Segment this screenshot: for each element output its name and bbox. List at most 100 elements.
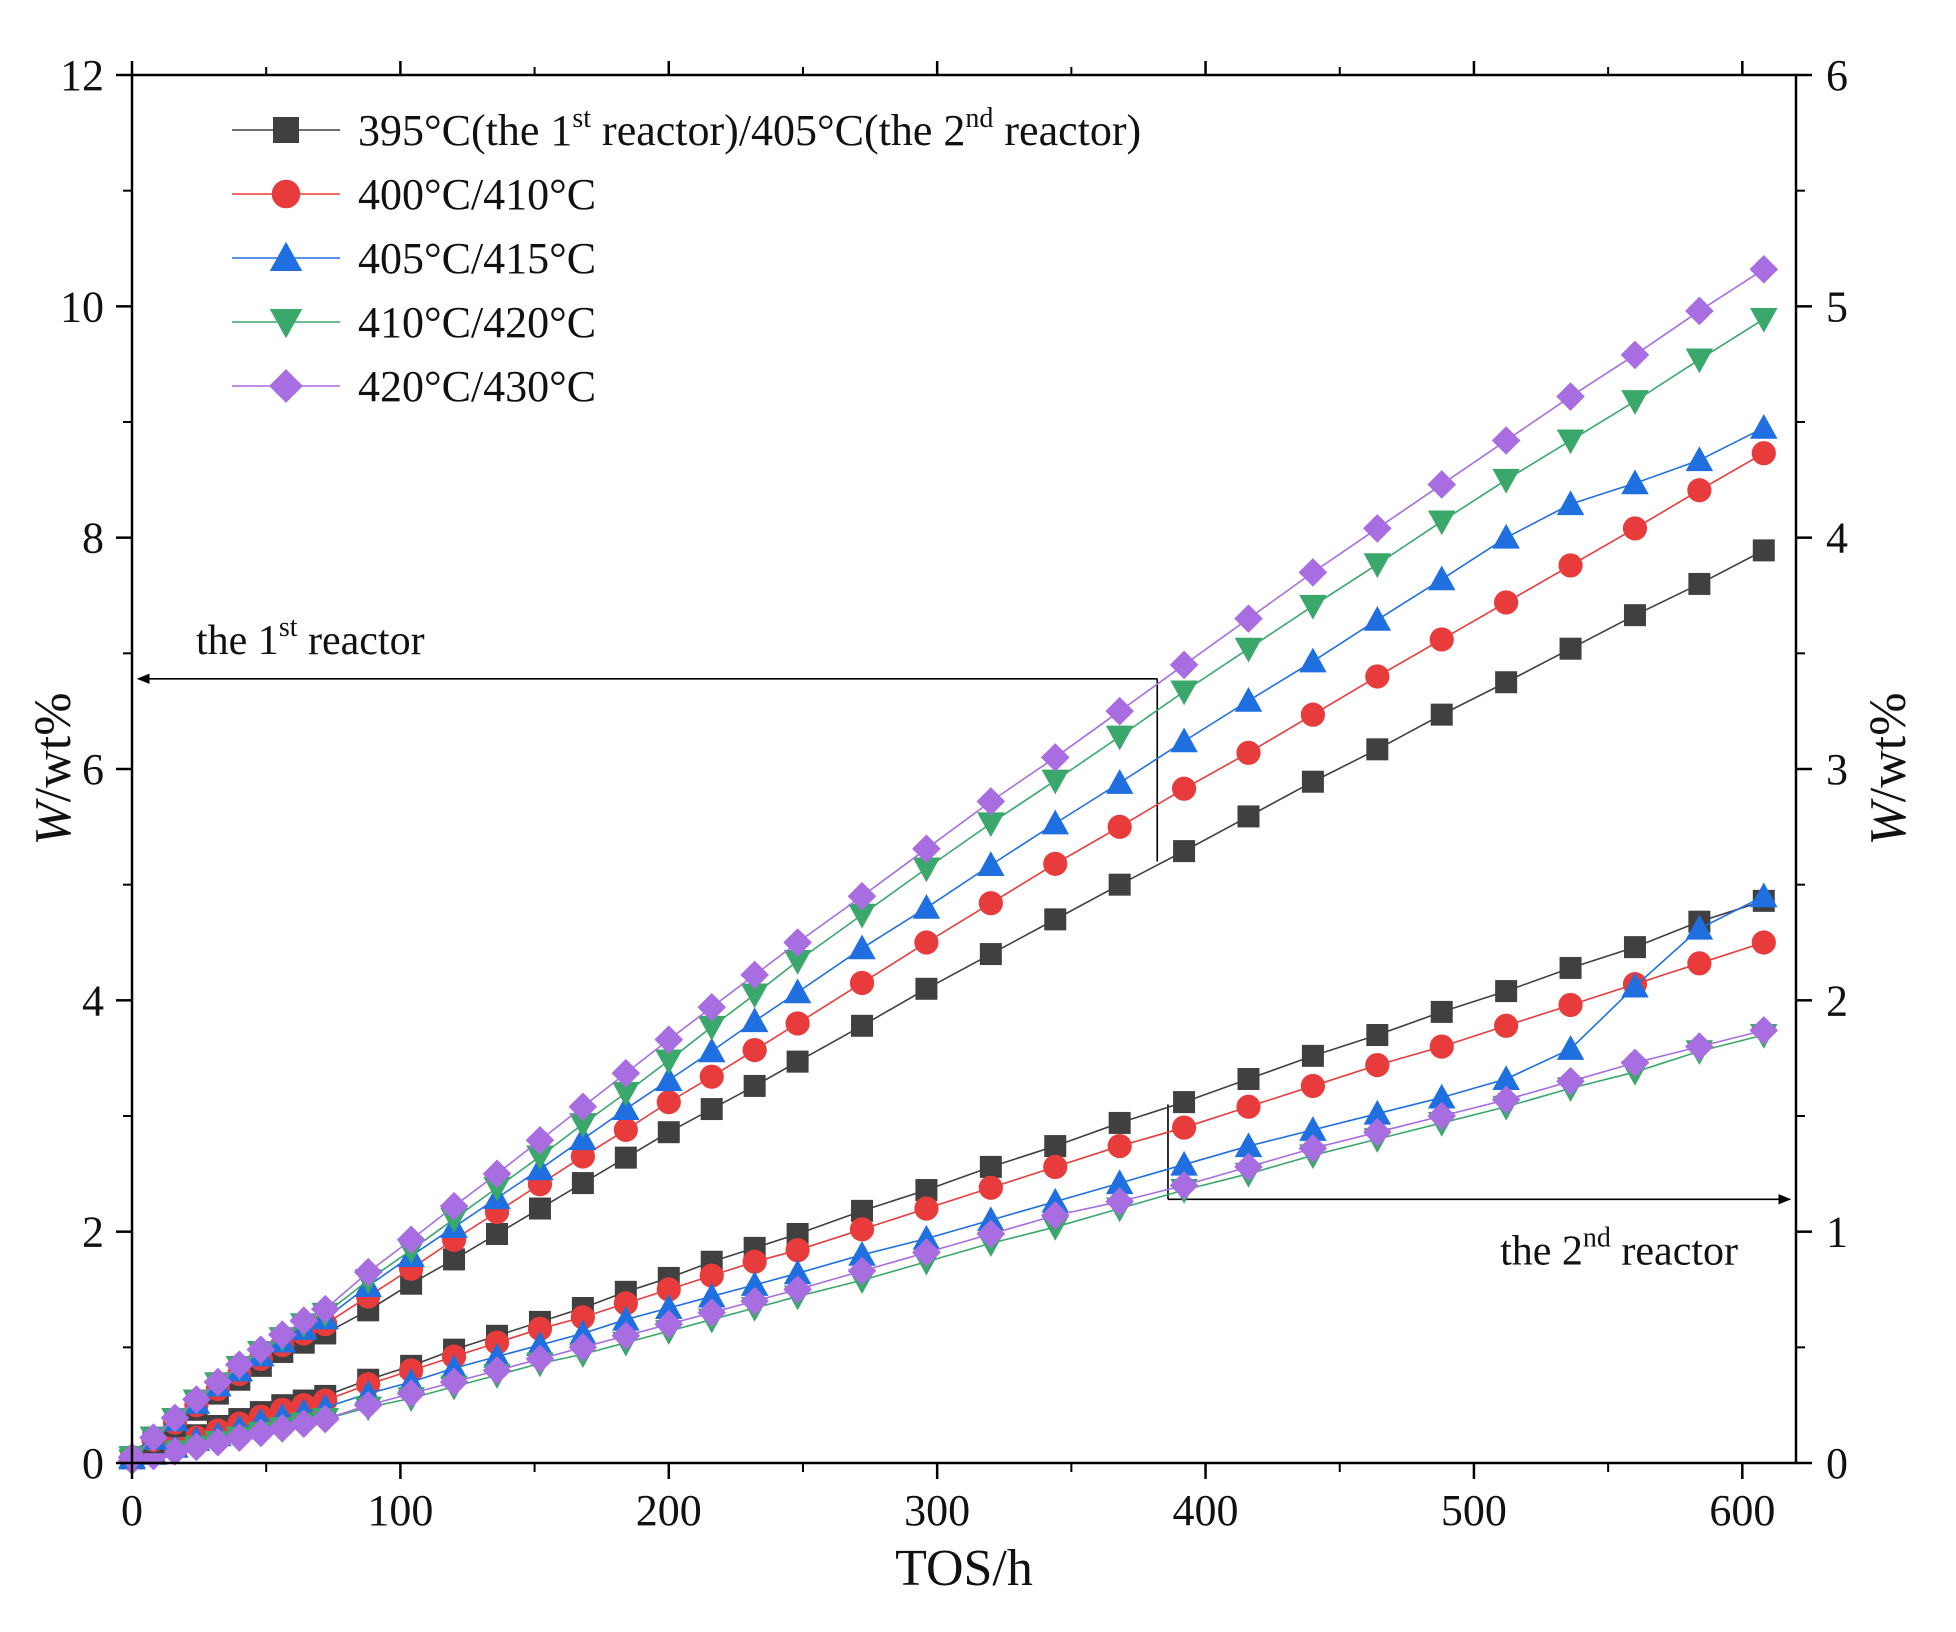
x-tick-label: 400 bbox=[1173, 1486, 1239, 1535]
y-right-tick-label: 0 bbox=[1826, 1439, 1848, 1488]
data-point bbox=[1749, 1016, 1779, 1045]
data-point bbox=[1685, 348, 1714, 374]
data-point bbox=[353, 1390, 383, 1420]
data-point bbox=[246, 1418, 276, 1448]
data-point bbox=[483, 1176, 511, 1202]
second-reactor-label-part: the 2 bbox=[1500, 1228, 1583, 1274]
legend: 395°C(the 1st reactor)/405°C(the 2nd rea… bbox=[232, 103, 1141, 411]
data-point bbox=[1623, 936, 1646, 959]
data-point bbox=[1687, 951, 1712, 976]
data-point bbox=[1366, 1024, 1389, 1047]
data-point bbox=[1105, 696, 1134, 726]
data-point bbox=[1105, 725, 1134, 751]
y-left-tick-label: 2 bbox=[82, 1208, 104, 1257]
data-point bbox=[569, 1319, 597, 1345]
first-reactor-label: the 1st reactor bbox=[196, 612, 425, 664]
data-point bbox=[1491, 1085, 1521, 1115]
data-point bbox=[783, 1259, 812, 1285]
legend-label-part: st bbox=[572, 103, 591, 134]
data-point bbox=[1427, 510, 1456, 536]
data-point bbox=[289, 1409, 319, 1438]
data-point bbox=[1234, 1152, 1263, 1182]
data-point bbox=[1427, 565, 1456, 591]
data-point bbox=[1170, 680, 1198, 706]
data-point bbox=[1040, 743, 1070, 772]
data-point bbox=[570, 1305, 595, 1330]
y-left-axis-title-rest: /wt% bbox=[25, 692, 82, 802]
data-point bbox=[203, 1367, 233, 1397]
data-point bbox=[1620, 340, 1650, 370]
data-point bbox=[1105, 769, 1134, 794]
data-point bbox=[482, 1356, 512, 1385]
data-point bbox=[440, 1354, 468, 1380]
data-point bbox=[225, 1350, 254, 1379]
legend-label: 405°C/415°C bbox=[358, 234, 596, 283]
data-point bbox=[1234, 604, 1263, 633]
data-point bbox=[1558, 992, 1583, 1018]
legend-label-part: 420°C/430°C bbox=[358, 362, 596, 411]
legend-label-part: 410°C/420°C bbox=[358, 298, 596, 347]
data-point bbox=[1621, 972, 1649, 998]
data-point bbox=[1688, 572, 1711, 595]
legend-marker bbox=[269, 369, 303, 403]
data-point bbox=[612, 1095, 640, 1121]
data-point bbox=[740, 960, 769, 990]
data-point bbox=[1559, 956, 1582, 979]
data-point bbox=[1300, 1073, 1326, 1099]
data-point bbox=[139, 1423, 168, 1452]
data-point bbox=[1622, 516, 1648, 541]
y-right-tick-label: 2 bbox=[1826, 976, 1848, 1025]
first-reactor-label-part: reactor bbox=[298, 618, 425, 664]
data-point bbox=[1750, 414, 1778, 439]
data-point bbox=[613, 1291, 638, 1316]
data-point bbox=[310, 1404, 340, 1434]
data-point bbox=[699, 1263, 724, 1288]
x-tick-label: 0 bbox=[121, 1486, 143, 1535]
data-point bbox=[1685, 446, 1714, 472]
data-point bbox=[443, 1248, 466, 1271]
data-point bbox=[1171, 1115, 1197, 1140]
data-point bbox=[785, 1238, 810, 1263]
second-reactor-label-part: nd bbox=[1583, 1222, 1611, 1253]
data-point bbox=[1685, 296, 1714, 326]
data-point bbox=[526, 1145, 554, 1171]
data-point bbox=[1237, 805, 1260, 828]
data-point bbox=[1751, 441, 1776, 466]
data-point bbox=[977, 1206, 1005, 1232]
data-point bbox=[849, 1217, 875, 1242]
data-point bbox=[182, 1385, 211, 1414]
data-point bbox=[655, 1049, 683, 1075]
x-tick-label: 500 bbox=[1441, 1486, 1507, 1535]
data-point bbox=[914, 930, 939, 955]
legend-marker bbox=[269, 241, 303, 271]
legend-label: 400°C/410°C bbox=[358, 170, 596, 219]
x-tick-label: 300 bbox=[904, 1486, 970, 1535]
data-point bbox=[1300, 702, 1326, 727]
data-point bbox=[1427, 1083, 1456, 1109]
data-point bbox=[1495, 980, 1518, 1003]
data-point bbox=[568, 1333, 598, 1362]
y-left-axis-title: W/wt% bbox=[25, 692, 82, 845]
data-point bbox=[1173, 1091, 1196, 1114]
data-point bbox=[568, 1092, 598, 1122]
data-point bbox=[571, 1172, 594, 1195]
data-point bbox=[697, 1037, 726, 1063]
data-point bbox=[1107, 814, 1132, 839]
data-point bbox=[614, 1146, 637, 1169]
data-point bbox=[742, 1249, 767, 1274]
data-point bbox=[1299, 647, 1327, 673]
legend-marker bbox=[271, 179, 301, 209]
data-point bbox=[1237, 1067, 1260, 1090]
second-reactor-label: the 2nd reactor bbox=[1500, 1222, 1738, 1274]
data-point bbox=[978, 1175, 1003, 1200]
data-point bbox=[483, 1342, 511, 1368]
data-point bbox=[525, 1125, 555, 1155]
data-point bbox=[1429, 1034, 1454, 1059]
data-point bbox=[1429, 627, 1454, 652]
y-right-tick-label: 6 bbox=[1826, 51, 1848, 100]
data-point bbox=[484, 1330, 510, 1355]
data-point bbox=[851, 1014, 874, 1037]
data-point bbox=[1556, 382, 1585, 411]
axes: 0 100 200 300 400 500 6000246810120123456TOS/h… bbox=[25, 51, 1917, 1597]
data-point bbox=[1298, 1134, 1328, 1163]
